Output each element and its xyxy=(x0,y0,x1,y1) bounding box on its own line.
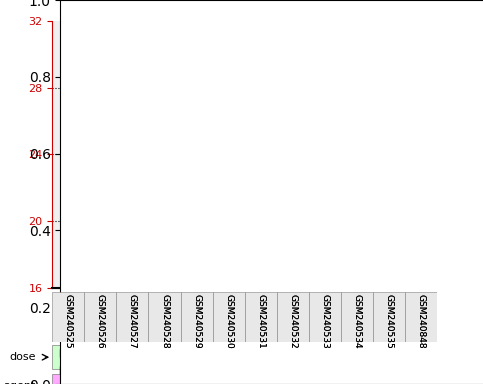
Bar xyxy=(381,173,398,288)
FancyBboxPatch shape xyxy=(52,345,181,369)
Text: GDS3413 / 16003: GDS3413 / 16003 xyxy=(71,4,194,18)
Bar xyxy=(125,148,141,288)
Text: GSM240529: GSM240529 xyxy=(192,295,201,349)
Text: GSM240530: GSM240530 xyxy=(224,295,233,349)
Text: transformed count: transformed count xyxy=(75,348,172,358)
Text: GSM240532: GSM240532 xyxy=(288,295,298,349)
Text: GSM240535: GSM240535 xyxy=(385,295,394,349)
FancyBboxPatch shape xyxy=(309,292,341,342)
Text: GSM240533: GSM240533 xyxy=(321,295,329,349)
Text: GSM240528: GSM240528 xyxy=(160,295,169,349)
FancyBboxPatch shape xyxy=(181,292,213,342)
FancyBboxPatch shape xyxy=(213,292,245,342)
Text: GSM240527: GSM240527 xyxy=(128,295,137,349)
Text: GSM240535: GSM240535 xyxy=(385,295,394,349)
Bar xyxy=(285,78,301,288)
Text: GSM240531: GSM240531 xyxy=(256,295,265,349)
Bar xyxy=(413,215,429,288)
Text: control: control xyxy=(98,381,135,384)
Text: GSM240530: GSM240530 xyxy=(224,295,233,349)
FancyBboxPatch shape xyxy=(84,292,116,342)
FancyBboxPatch shape xyxy=(245,292,277,342)
FancyBboxPatch shape xyxy=(309,345,438,369)
Bar xyxy=(156,151,172,288)
FancyBboxPatch shape xyxy=(405,292,438,342)
FancyBboxPatch shape xyxy=(277,292,309,342)
Text: GSM240529: GSM240529 xyxy=(192,295,201,349)
Text: 0 um/L: 0 um/L xyxy=(99,352,134,362)
Text: GSM240525: GSM240525 xyxy=(64,295,73,349)
Text: agent: agent xyxy=(4,381,36,384)
Text: homocysteine: homocysteine xyxy=(272,381,346,384)
FancyBboxPatch shape xyxy=(373,292,405,342)
Bar xyxy=(92,201,108,288)
Text: GSM240848: GSM240848 xyxy=(417,295,426,349)
Text: GSM240848: GSM240848 xyxy=(417,295,426,349)
Text: GSM240531: GSM240531 xyxy=(256,295,265,349)
FancyBboxPatch shape xyxy=(52,292,84,342)
Text: GSM240532: GSM240532 xyxy=(288,295,298,349)
Text: percentile rank within the sample: percentile rank within the sample xyxy=(75,365,251,375)
FancyBboxPatch shape xyxy=(341,292,373,342)
Text: GSM240534: GSM240534 xyxy=(353,295,362,349)
FancyBboxPatch shape xyxy=(116,292,148,342)
Bar xyxy=(317,230,333,288)
Bar xyxy=(349,148,365,288)
Bar xyxy=(253,173,269,288)
Text: GSM240533: GSM240533 xyxy=(321,295,329,349)
Bar xyxy=(60,268,76,288)
Text: GSM240528: GSM240528 xyxy=(160,295,169,349)
Text: dose: dose xyxy=(10,352,36,362)
Bar xyxy=(189,201,205,288)
Bar xyxy=(221,173,237,288)
Text: GSM240525: GSM240525 xyxy=(64,295,73,349)
Text: 10 um/L: 10 um/L xyxy=(224,352,266,362)
FancyBboxPatch shape xyxy=(148,292,181,342)
FancyBboxPatch shape xyxy=(52,374,181,384)
FancyBboxPatch shape xyxy=(181,374,438,384)
Text: GSM240526: GSM240526 xyxy=(96,295,105,349)
Text: GSM240526: GSM240526 xyxy=(96,295,105,349)
Text: GSM240527: GSM240527 xyxy=(128,295,137,349)
Text: GSM240534: GSM240534 xyxy=(353,295,362,349)
Text: 100 um/L: 100 um/L xyxy=(349,352,398,362)
FancyBboxPatch shape xyxy=(181,345,309,369)
